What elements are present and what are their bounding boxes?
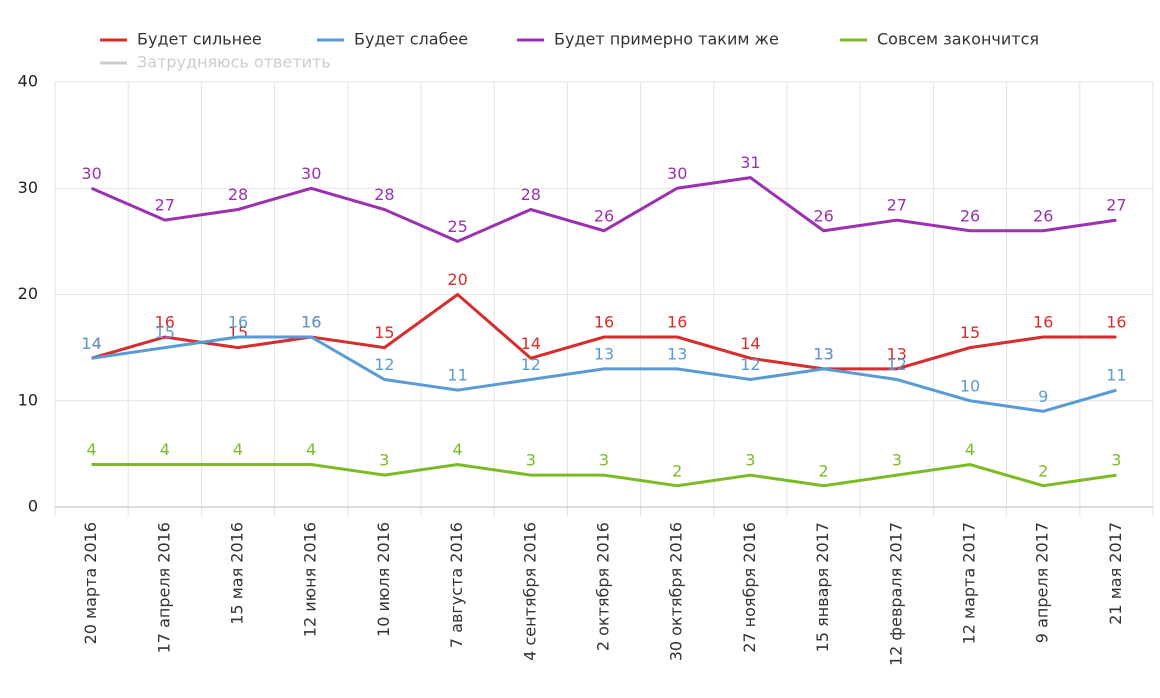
series-line: [91, 292, 1117, 371]
data-label: 28: [374, 185, 394, 204]
series-line: [91, 176, 1117, 244]
legend-label[interactable]: Совсем закончится: [877, 30, 1039, 49]
data-label: 13: [887, 344, 907, 363]
data-label: 11: [1106, 366, 1126, 385]
data-label: 30: [81, 164, 101, 183]
x-tick-label: 21 мая 2017: [1106, 522, 1125, 625]
data-label: 12: [521, 355, 541, 374]
data-label: 27: [1106, 196, 1126, 215]
y-tick-label: 40: [18, 72, 38, 91]
data-label: 26: [960, 206, 980, 225]
x-tick-label: 12 февраля 2017: [886, 522, 905, 666]
data-label: 16: [301, 313, 321, 332]
x-tick-label: 10 июля 2016: [374, 522, 393, 637]
data-label: 4: [160, 440, 170, 459]
data-label: 3: [526, 451, 536, 470]
data-label: 4: [453, 440, 463, 459]
data-label: 16: [1033, 313, 1053, 332]
data-label: 3: [1111, 451, 1121, 470]
data-label: 15: [155, 323, 175, 342]
data-label: 28: [228, 185, 248, 204]
y-tick-label: 0: [28, 497, 38, 516]
data-label: 12: [740, 355, 760, 374]
x-tick-label: 15 января 2017: [813, 522, 832, 652]
x-tick-label: 12 июня 2016: [301, 522, 320, 637]
data-label: 27: [155, 196, 175, 215]
x-tick-label: 4 сентября 2016: [520, 522, 539, 661]
data-label: 16: [594, 313, 614, 332]
data-label: 16: [667, 313, 687, 332]
legend-label[interactable]: Затрудняюсь ответить: [137, 53, 331, 72]
data-label: 25: [447, 217, 467, 236]
data-label: 9: [1038, 387, 1048, 406]
legend-label[interactable]: Будет слабее: [354, 30, 468, 49]
x-tick-label: 7 августа 2016: [447, 522, 466, 648]
data-label: 14: [81, 334, 101, 353]
data-label: 2: [819, 461, 829, 480]
data-label: 2: [672, 461, 682, 480]
data-label: 11: [447, 366, 467, 385]
series-line: [91, 335, 1117, 413]
x-tick-label: 27 ноября 2016: [740, 522, 759, 653]
y-tick-label: 10: [18, 390, 38, 409]
data-label: 14: [521, 334, 541, 353]
data-label: 3: [892, 451, 902, 470]
legend-label[interactable]: Будет примерно таким же: [554, 30, 779, 49]
data-label: 10: [960, 376, 980, 395]
data-label: 4: [233, 440, 243, 459]
data-label: 2: [1038, 461, 1048, 480]
data-label: 3: [745, 451, 755, 470]
data-label: 30: [301, 164, 321, 183]
data-label: 13: [667, 344, 687, 363]
y-tick-label: 30: [18, 178, 38, 197]
y-tick-label: 20: [18, 284, 38, 303]
data-label: 15: [374, 323, 394, 342]
x-tick-label: 20 марта 2016: [81, 522, 100, 644]
data-label: 16: [301, 313, 321, 332]
x-tick-label: 2 октября 2016: [594, 522, 613, 651]
data-label: 26: [813, 206, 833, 225]
data-label: 14: [81, 334, 101, 353]
data-label: 12: [887, 355, 907, 374]
data-label: 16: [228, 313, 248, 332]
data-label: 3: [599, 451, 609, 470]
x-tick-label: 30 октября 2016: [667, 522, 686, 661]
data-label: 12: [374, 355, 394, 374]
data-label: 26: [594, 206, 614, 225]
data-label: 13: [813, 344, 833, 363]
series-line: [91, 462, 1117, 488]
data-label: 30: [667, 164, 687, 183]
data-label: 15: [960, 323, 980, 342]
data-label: 4: [965, 440, 975, 459]
data-label: 14: [740, 334, 760, 353]
data-label: 31: [740, 153, 760, 172]
data-label: 20: [447, 270, 467, 289]
data-label: 26: [1033, 206, 1053, 225]
data-label: 4: [87, 440, 97, 459]
x-tick-label: 15 мая 2016: [228, 522, 247, 625]
data-label: 16: [1106, 313, 1126, 332]
x-tick-label: 17 апреля 2016: [154, 522, 173, 653]
data-label: 13: [813, 344, 833, 363]
x-tick-label: 12 марта 2017: [960, 522, 979, 644]
data-label: 4: [306, 440, 316, 459]
data-label: 28: [521, 185, 541, 204]
data-label: 27: [887, 196, 907, 215]
x-tick-label: 9 апреля 2017: [1033, 522, 1052, 643]
data-label: 3: [379, 451, 389, 470]
legend-label[interactable]: Будет сильнее: [137, 30, 262, 49]
data-label: 16: [155, 313, 175, 332]
data-label: 13: [594, 344, 614, 363]
